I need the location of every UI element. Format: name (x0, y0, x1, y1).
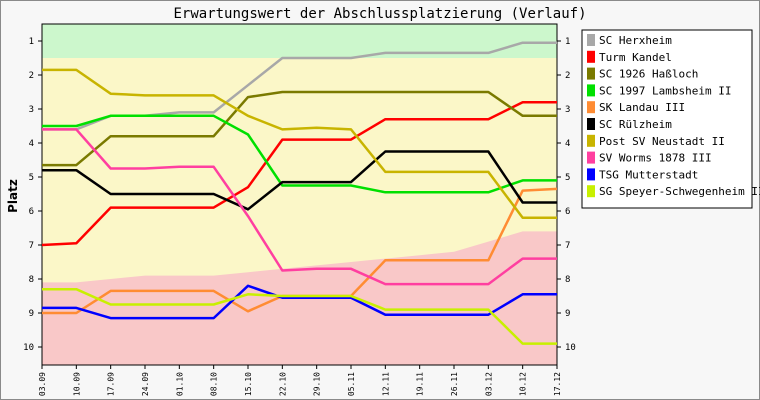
series-line (42, 128, 557, 286)
y-tick-label-left: 7 (29, 241, 34, 251)
legend-label: SG Speyer-Schwegenheim II (599, 185, 760, 198)
y-tick-label-left: 10 (23, 343, 34, 353)
legend-label: SC Rülzheim (599, 118, 672, 131)
legend-swatch (587, 134, 595, 147)
legend-swatch (587, 185, 595, 198)
legend-swatch (587, 151, 595, 164)
x-tick-label: 15.10 (244, 372, 253, 396)
y-tick-label-left: 6 (29, 207, 34, 217)
legend-swatch (587, 118, 595, 130)
x-tick-label: 05.11 (347, 372, 356, 396)
legend-swatch (587, 50, 595, 63)
y-tick-label-right: 1 (565, 37, 570, 47)
y-tick-label-left: 4 (29, 139, 34, 149)
y-tick-label-right: 4 (565, 139, 570, 149)
x-tick-label: 03.09 (38, 372, 47, 396)
y-tick-label-left: 9 (29, 309, 34, 319)
y-tick-label-left: 5 (29, 173, 34, 183)
y-tick-label-right: 10 (565, 343, 576, 353)
series-line (41, 100, 557, 247)
x-tick-label: 08.10 (210, 372, 219, 396)
legend-swatch (587, 84, 595, 97)
x-tick-label: 22.10 (278, 372, 287, 396)
legend-swatch (587, 101, 595, 114)
y-tick-label-left: 2 (29, 71, 34, 81)
x-tick-label: 17.09 (107, 372, 116, 396)
series-line (42, 114, 557, 194)
legend-label: SC 1997 Lambsheim II (599, 84, 731, 97)
legend-swatch (587, 34, 595, 46)
x-tick-label: 10.12 (519, 372, 528, 396)
x-tick-label: 12.11 (381, 372, 390, 396)
series-line (42, 287, 557, 345)
x-tick-label: 01.10 (175, 372, 184, 396)
y-tick-label-left: 8 (29, 275, 34, 285)
x-tick-label: 29.10 (313, 372, 322, 396)
legend-label: SK Landau III (599, 101, 685, 114)
legend-label: Turm Kandel (599, 51, 672, 64)
x-tick-label: 26.11 (450, 372, 459, 396)
legend-label: Post SV Neustadt II (599, 135, 725, 148)
y-tick-label-right: 7 (565, 241, 570, 251)
legend-swatch (587, 168, 595, 181)
chart-title: Erwartungswert der Abschlussplatzierung … (173, 6, 586, 22)
y-tick-label-right: 2 (565, 71, 570, 81)
x-tick-label: 19.11 (416, 372, 425, 396)
series-line (42, 68, 557, 220)
y-axis-label: Platz (6, 179, 20, 213)
y-tick-label-right: 9 (565, 309, 570, 319)
y-tick-label-right: 6 (565, 207, 570, 217)
legend-swatch (587, 67, 595, 80)
legend-label: SC Herxheim (599, 34, 672, 47)
x-tick-label: 17.12 (553, 372, 562, 396)
legend-label: SV Worms 1878 III (599, 152, 712, 165)
x-tick-label: 03.12 (484, 372, 493, 396)
legend: SC Herxheim Turm Kandel SC 1926 Haßloch SC … (581, 29, 760, 209)
legend-label: SC 1926 Haßloch (599, 68, 698, 81)
plot-border (41, 23, 558, 366)
series-line (42, 284, 557, 320)
y-tick-label-right: 8 (565, 275, 570, 285)
series-line (42, 90, 557, 167)
axes: 1 1 2 2 3 3 4 4 5 5 6 6 7 7 8 8 9 9 10 10 03.09 10.09 17.09 24.… (23, 23, 576, 396)
legend-box (581, 29, 753, 209)
series-line (42, 150, 557, 211)
y-tick-label-left: 3 (29, 105, 34, 115)
y-tick-label-right: 3 (565, 105, 570, 115)
x-tick-label: 10.09 (72, 372, 81, 396)
x-tick-label: 24.09 (141, 372, 150, 396)
y-tick-label-right: 5 (565, 173, 570, 183)
y-tick-label-left: 1 (29, 37, 34, 47)
legend-label: TSG Mutterstadt (599, 168, 698, 181)
series-lines (41, 41, 558, 345)
